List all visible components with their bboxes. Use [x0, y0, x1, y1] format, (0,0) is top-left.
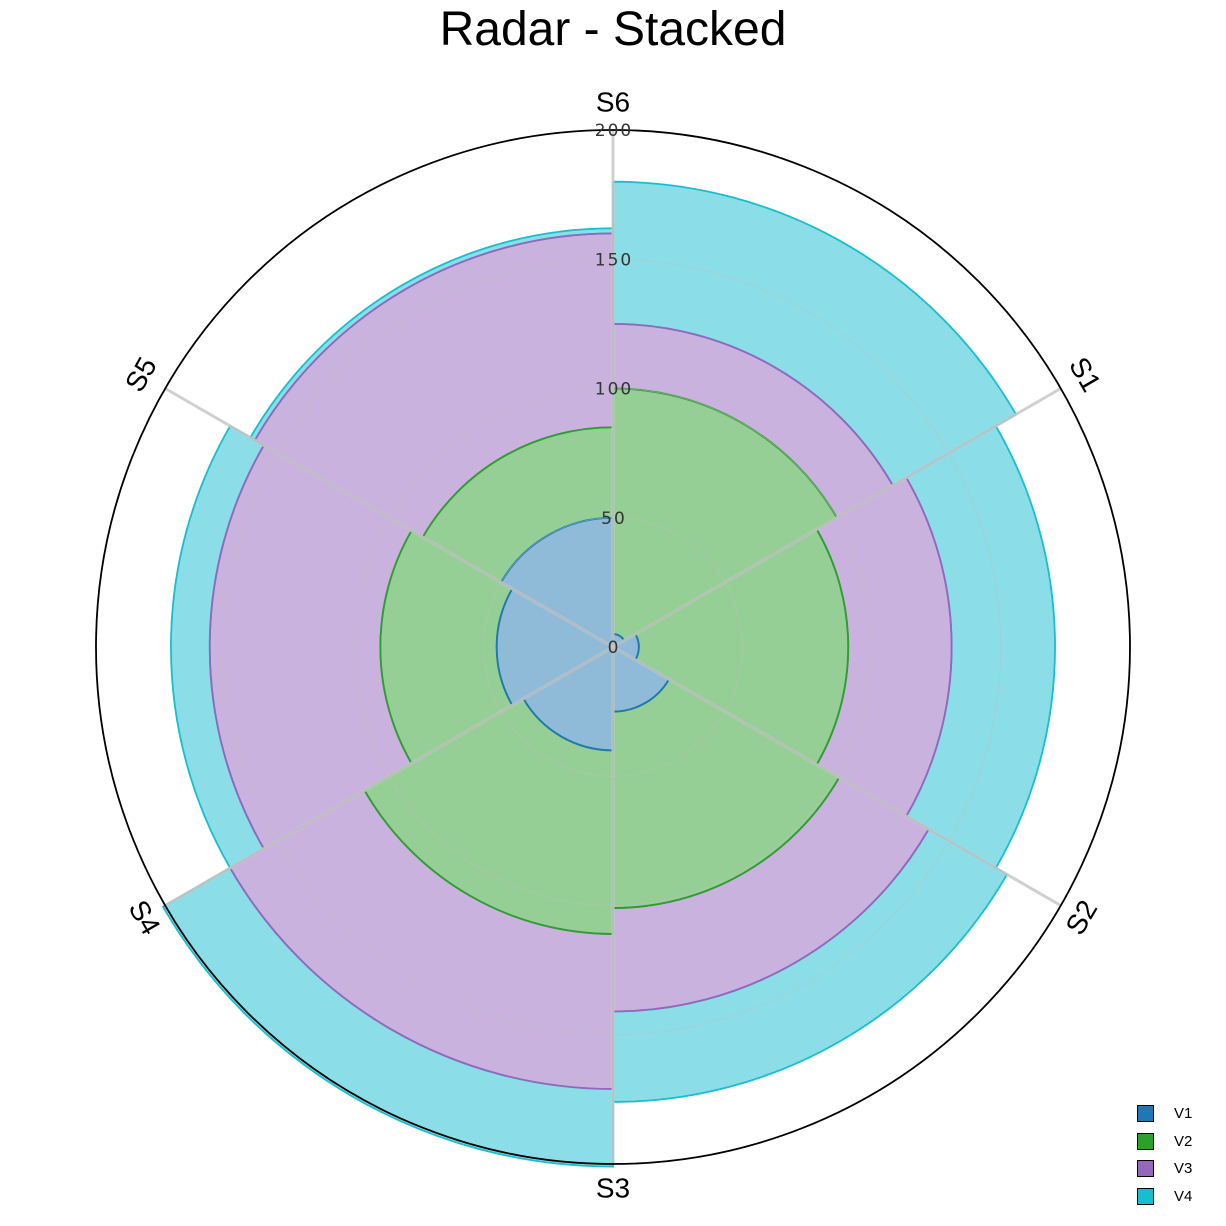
category-label-s3: S3 — [596, 1172, 630, 1203]
tick-label-100: 100 — [595, 380, 633, 400]
category-label-s6: S6 — [596, 86, 630, 117]
legend-swatch — [1137, 1105, 1154, 1123]
legend-item-v4: V4 — [1137, 1183, 1192, 1211]
bar-v1-s6 — [499, 516, 614, 649]
tick-label-150: 150 — [595, 250, 633, 270]
grid-layer — [164, 130, 1062, 1164]
spoke-s4 — [164, 645, 614, 907]
chart-title: Radar - Stacked — [439, 3, 787, 56]
legend-item-v3: V3 — [1137, 1155, 1192, 1183]
bar-v1-s4 — [522, 645, 614, 752]
legend-label: V2 — [1174, 1132, 1193, 1150]
tick-label-0: 0 — [608, 638, 621, 658]
tick-label-200: 200 — [595, 121, 633, 141]
spoke-s1 — [612, 387, 1062, 649]
legend-swatch — [1137, 1160, 1154, 1178]
category-label-s5: S5 — [119, 352, 163, 397]
slices-layer — [161, 180, 1056, 1168]
category-label-s1: S1 — [1063, 352, 1107, 397]
category-label-s4: S4 — [123, 895, 167, 940]
spoke-s2 — [612, 645, 1062, 907]
legend-item-v1: V1 — [1137, 1100, 1192, 1128]
bar-v1-s5 — [495, 587, 615, 707]
legend-label: V1 — [1174, 1105, 1193, 1123]
legend-label: V3 — [1174, 1160, 1193, 1178]
tick-label-50: 50 — [601, 509, 627, 529]
legend: V1 V2 V3 V4 — [1137, 1100, 1192, 1210]
spoke-s5 — [164, 387, 614, 649]
bar-v1-s3 — [612, 645, 671, 713]
outer-ring — [95, 129, 1131, 1165]
legend-swatch — [1137, 1132, 1154, 1150]
legend-item-v2: V2 — [1137, 1128, 1192, 1156]
category-label-s2: S2 — [1059, 895, 1103, 940]
legend-label: V4 — [1174, 1187, 1193, 1205]
legend-swatch — [1137, 1187, 1154, 1205]
